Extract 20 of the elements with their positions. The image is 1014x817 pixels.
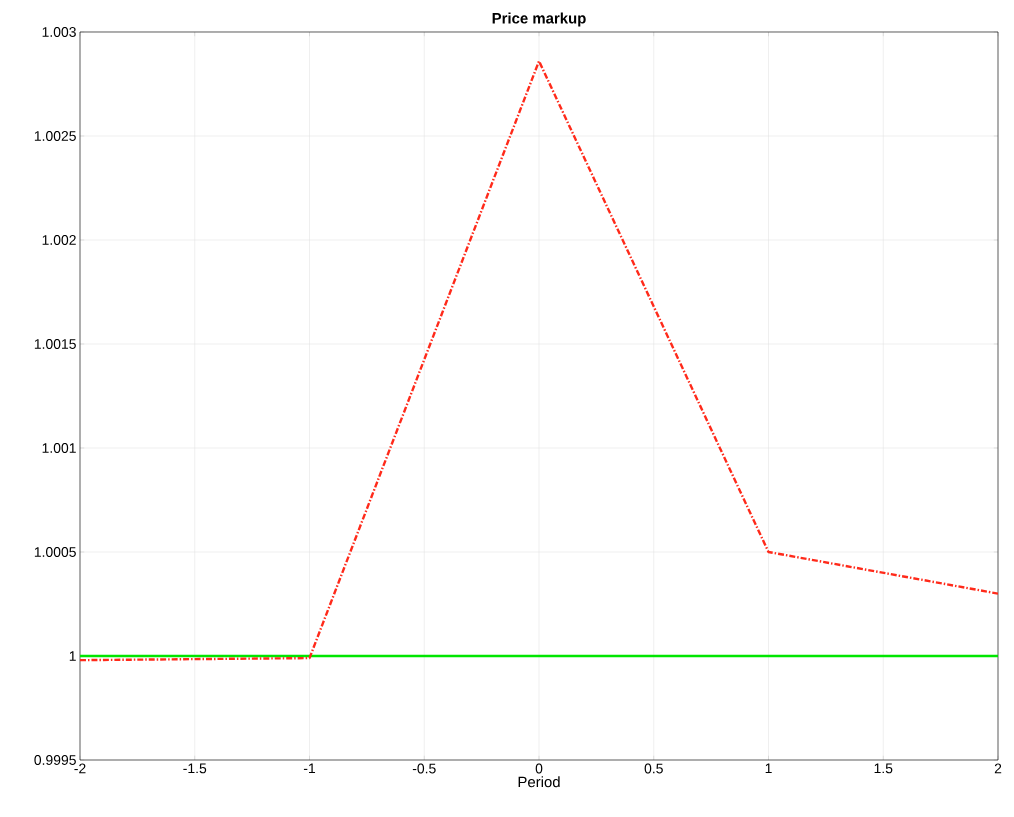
y-tick-label: 1.0025 bbox=[34, 131, 76, 141]
x-tick-label: 0.5 bbox=[644, 763, 663, 774]
x-tick-label: 0 bbox=[535, 763, 543, 774]
x-tick-label: -1 bbox=[303, 763, 316, 774]
line-series bbox=[80, 59, 999, 662]
y-tick-label: 1 bbox=[69, 651, 76, 661]
x-tick-label: -2 bbox=[74, 763, 86, 774]
x-tick-label: 1.5 bbox=[874, 763, 893, 774]
x-tick-label: -1.5 bbox=[183, 763, 207, 774]
y-tick-label: 0.9995 bbox=[34, 755, 76, 765]
x-axis-title: Period bbox=[518, 776, 560, 788]
x-tick-label: -0.5 bbox=[412, 763, 436, 774]
y-tick-label: 1.003 bbox=[42, 27, 76, 37]
chart-title: Price markup bbox=[492, 12, 586, 27]
y-tick-label: 1.001 bbox=[42, 443, 76, 453]
y-tick-label: 1.0015 bbox=[34, 339, 76, 349]
y-tick-label: 1.0005 bbox=[34, 547, 76, 557]
y-tick-label: 1.002 bbox=[42, 235, 76, 245]
x-tick-label: 2 bbox=[994, 763, 1002, 774]
x-tick-label: 1 bbox=[765, 763, 772, 774]
